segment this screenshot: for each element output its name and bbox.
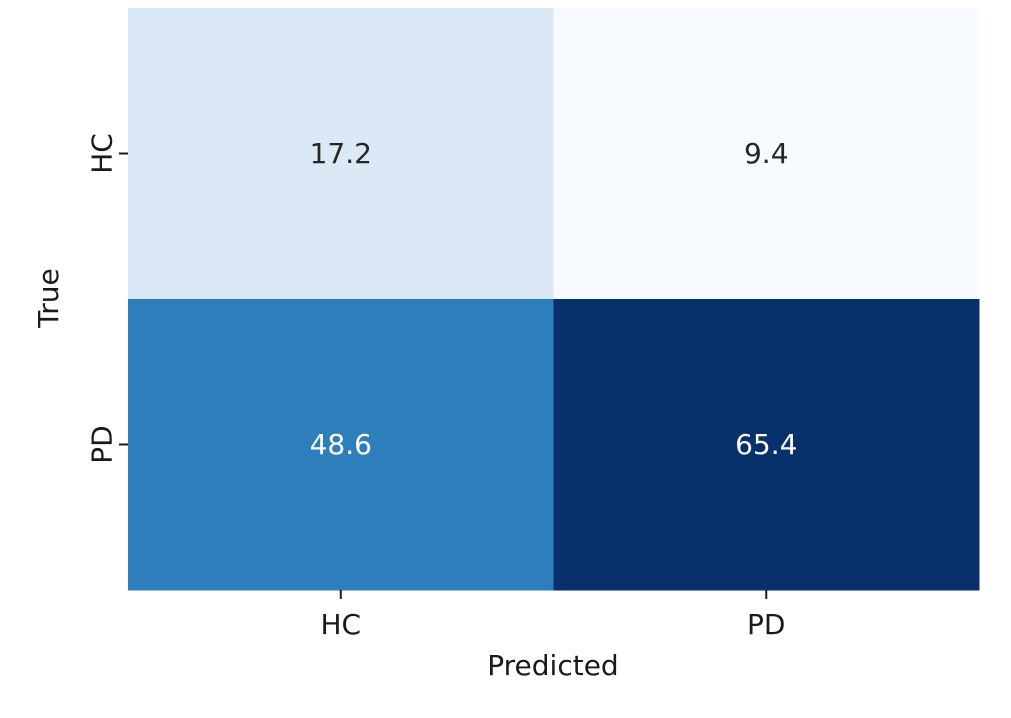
cell-value-label: 9.4 (744, 137, 789, 170)
cell-value-label: 65.4 (735, 428, 797, 461)
heatmap-cells (128, 8, 980, 591)
x-tick-label: HC (320, 608, 361, 641)
y-axis: HC PD (86, 133, 128, 464)
heatmap-cell-hc-pd (553, 8, 980, 300)
y-tick-label: HC (86, 133, 119, 174)
cell-value-label: 17.2 (310, 137, 372, 170)
x-axis-label: Predicted (487, 649, 618, 682)
heatmap-cell-pd-pd (553, 299, 980, 591)
y-axis-label: True (32, 268, 65, 328)
cell-value-label: 48.6 (310, 428, 372, 461)
y-tick-label: PD (86, 425, 119, 463)
heatmap-cell-hc-hc (128, 8, 554, 300)
heatmap-cell-pd-hc (128, 299, 554, 591)
x-tick-label: PD (747, 608, 785, 641)
x-axis: HC PD (320, 590, 785, 641)
heatmap-cell-labels: 17.2 9.4 48.6 65.4 (310, 137, 798, 461)
